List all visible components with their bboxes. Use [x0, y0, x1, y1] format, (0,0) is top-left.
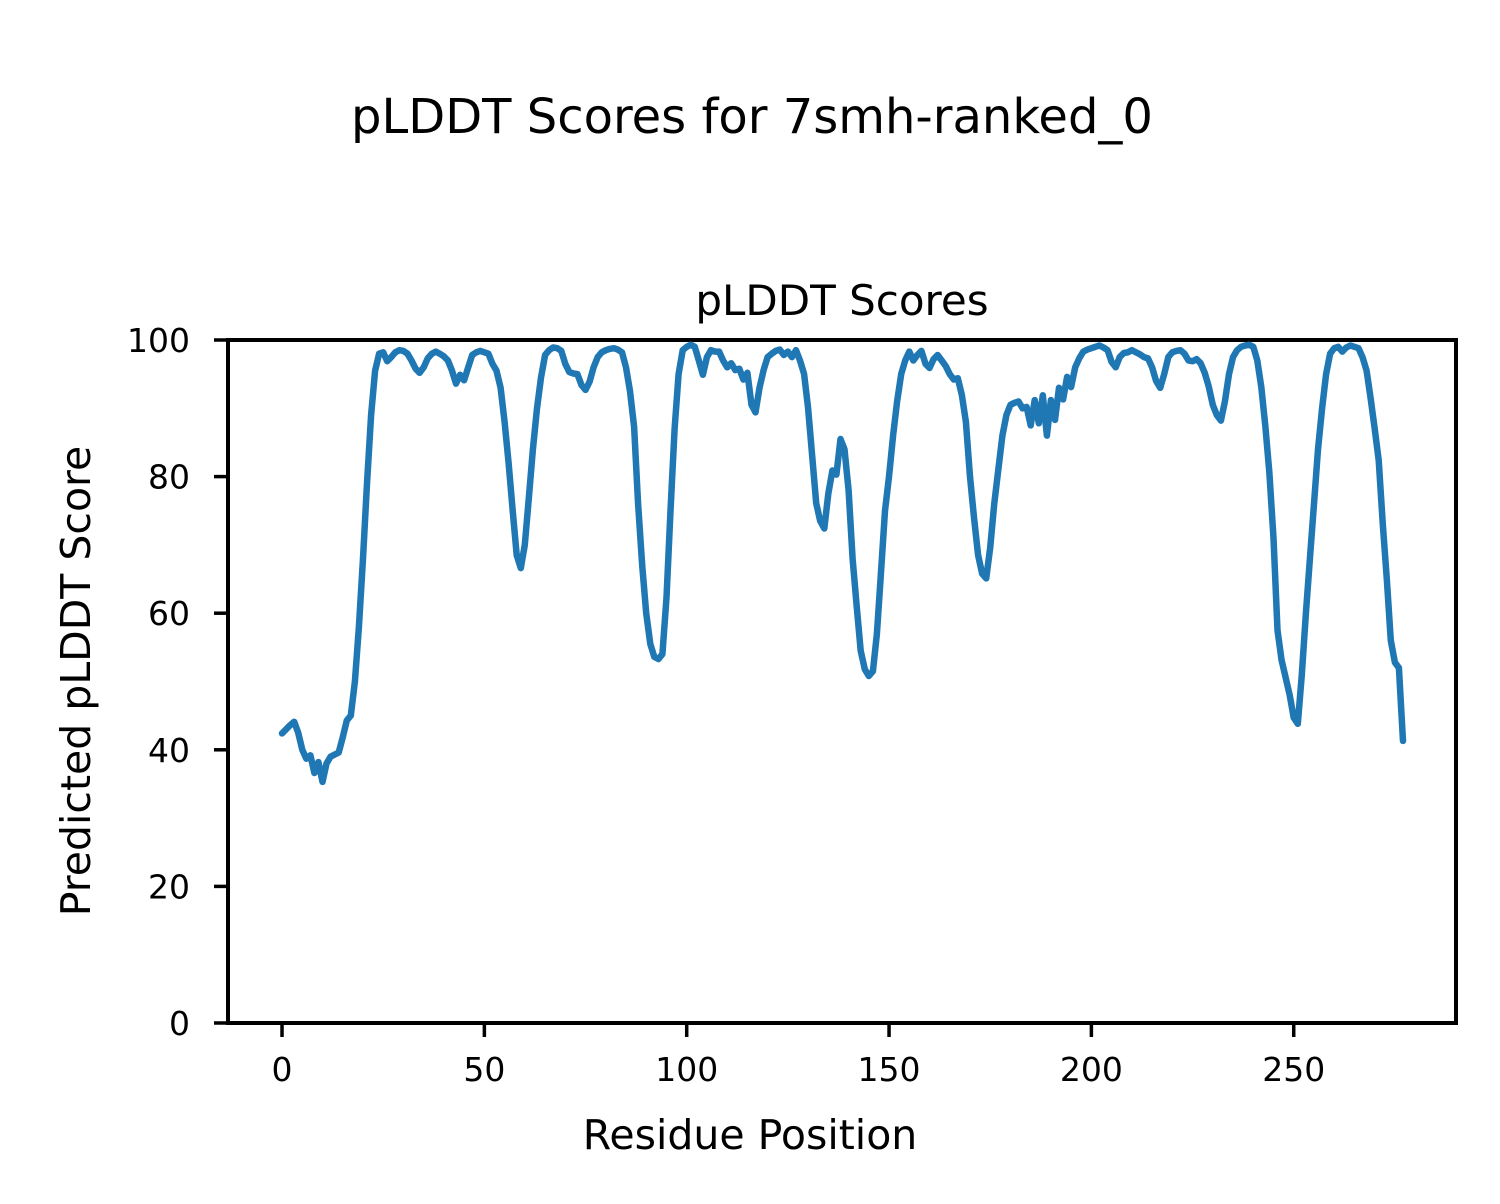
y-tick-label: 40: [148, 731, 190, 770]
x-tick-label: 100: [655, 1050, 718, 1089]
y-tick-label: 60: [148, 594, 190, 633]
y-axis-ticks: 0 20 40 60 80 100: [127, 321, 228, 1043]
x-tick-label: 150: [858, 1050, 921, 1089]
plddt-line: [278, 341, 1407, 786]
x-axis-ticks: 0 50 100 150 200 250: [272, 1023, 1325, 1089]
x-axis-label: Residue Position: [583, 1111, 918, 1159]
y-tick-label: 0: [169, 1004, 190, 1043]
axes-title: pLDDT Scores: [695, 276, 988, 325]
y-tick-label: 80: [148, 458, 190, 497]
x-tick-label: 0: [272, 1050, 293, 1089]
x-tick-label: 50: [463, 1050, 505, 1089]
x-tick-label: 250: [1262, 1050, 1325, 1089]
y-tick-label: 100: [127, 321, 190, 360]
plddt-series-group: [278, 341, 1407, 786]
x-tick-label: 200: [1060, 1050, 1123, 1089]
plot-area: [226, 338, 1458, 1025]
y-tick-label: 20: [148, 867, 190, 906]
figure-title: pLDDT Scores for 7smh-ranked_0: [351, 89, 1153, 145]
y-axis-label: Predicted pLDDT Score: [52, 446, 100, 916]
